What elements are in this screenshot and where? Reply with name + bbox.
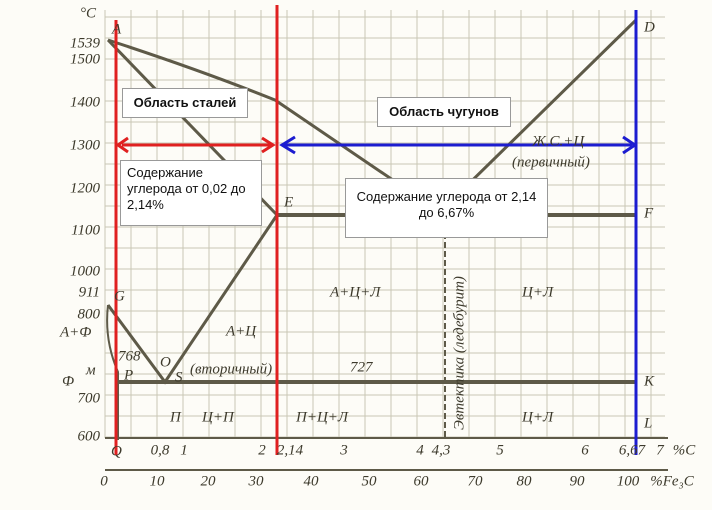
side-label: A+Ф (59, 324, 91, 340)
point-label: P (123, 367, 133, 383)
y-label: 600 (78, 428, 101, 444)
x-unit: %C (673, 442, 696, 458)
region-label: П (169, 409, 182, 425)
point-label: O (160, 354, 171, 370)
side-label: 768 (118, 348, 141, 364)
region-label: А+Ц+Л (329, 284, 381, 300)
steel-carbon-note: Содержание углерода от 0,02 до 2,14% (120, 160, 262, 226)
x-label: 90 (570, 473, 586, 489)
x-label: 20 (201, 473, 217, 489)
y-label: 800 (78, 306, 101, 322)
x-label: 40 (304, 473, 320, 489)
x-label: 70 (468, 473, 484, 489)
point-label: Q (111, 443, 122, 459)
overlay-lines (114, 5, 638, 455)
x-label: 6 (581, 442, 589, 458)
y-label: 1000 (70, 263, 101, 279)
x-label: 2,14 (277, 442, 304, 458)
cast-iron-area-label: Область чугунов (377, 97, 511, 127)
steel-area-label: Область сталей (122, 88, 248, 118)
x-label: 4 (416, 442, 424, 458)
region-label: (первичный) (512, 154, 590, 170)
y-label: 1300 (70, 137, 101, 153)
point-label: K (643, 373, 655, 389)
x-label: 4,3 (432, 442, 451, 458)
region-label: (вторичный) (190, 361, 272, 377)
y-label: 1500 (70, 51, 101, 67)
x-label: 3 (339, 442, 348, 458)
x-label: 7 (656, 442, 665, 458)
point-label: F (643, 205, 654, 221)
y-label: 911 (79, 284, 100, 300)
region-label: Ц+П (201, 409, 235, 425)
point-label: L (643, 415, 652, 431)
iron-carbon-note: Содержание углерода от 2,14 до 6,67% (345, 178, 548, 238)
x-label: 100 (617, 473, 640, 489)
x-unit: %Fe₃C (650, 473, 695, 489)
x-label: 6,67 (619, 442, 647, 458)
region-label: Ц+Л (521, 284, 554, 300)
point-label: S (175, 369, 183, 385)
x-label: 0,8 (151, 442, 170, 458)
point-label: A (111, 21, 122, 37)
region-label: А+Ц (225, 323, 257, 339)
x-label: 1 (180, 442, 188, 458)
y-label: 1400 (70, 94, 101, 110)
point-label: G (114, 288, 125, 304)
side-label: Ф (62, 373, 74, 389)
x-label: 10 (150, 473, 166, 489)
x-label: 30 (248, 473, 265, 489)
region-label: Ж.С.+Ц (531, 133, 585, 149)
point-label: D (643, 19, 655, 35)
y-label: 1100 (71, 222, 100, 238)
side-label: м (85, 362, 96, 378)
region-label: Эвтектика (ледебурит) (451, 276, 467, 430)
x-label: 0 (100, 473, 108, 489)
y-label: 1539 (70, 35, 101, 51)
y-label: 700 (78, 390, 101, 406)
x-label: 60 (414, 473, 430, 489)
region-label: 727 (350, 359, 374, 375)
point-label: E (283, 194, 293, 210)
y-unit: °C (80, 5, 97, 21)
region-label: П+Ц+Л (295, 409, 349, 425)
x-label: 5 (496, 442, 504, 458)
y-label: 1200 (70, 180, 101, 196)
x-label: 80 (517, 473, 533, 489)
x-label: 50 (362, 473, 378, 489)
region-label: Ц+Л (521, 409, 554, 425)
x-label: 2 (258, 442, 266, 458)
